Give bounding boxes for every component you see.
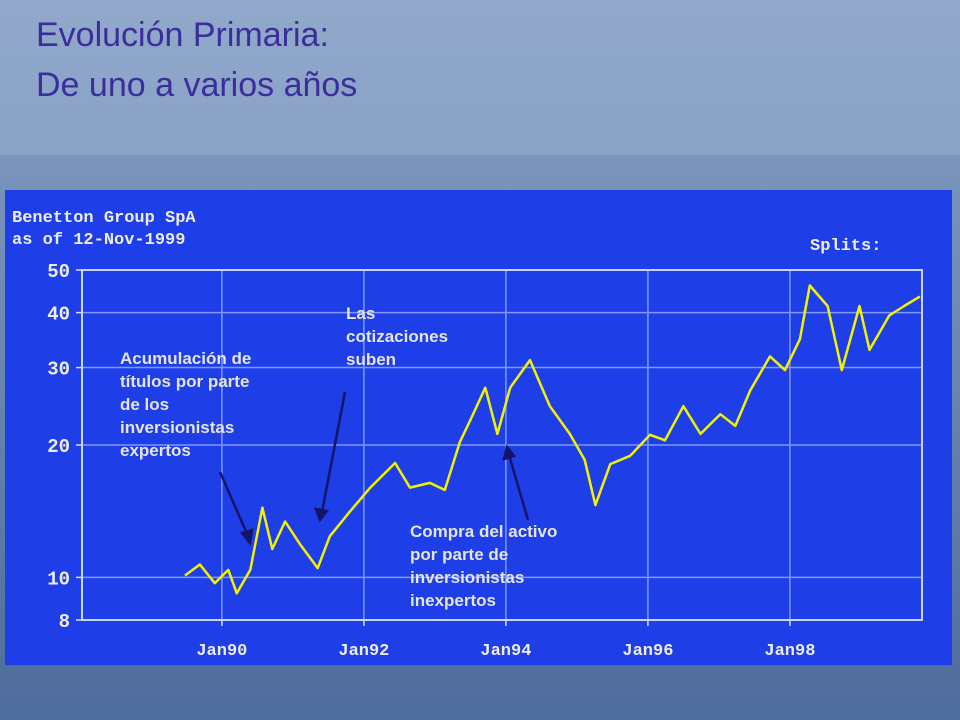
annotations: Acumulación de títulos por parte de los inv… [120,304,557,610]
arrow [218,471,250,537]
arrows [218,391,530,547]
annotation: por parte de [410,545,508,564]
y-tick-label: 50 [47,261,70,283]
y-tick-label: 40 [47,304,70,326]
y-tick-label: 20 [47,436,70,458]
plot: 8 10 20 30 40 50 Jan90 Jan92 Jan94 Jan96 Jan98 [47,261,923,661]
y-tick-label: 30 [47,359,70,381]
annotation: Acumulación de [120,349,251,368]
arrow-head [239,528,254,547]
x-tick-label: Jan94 [480,642,531,661]
x-tick-label: Jan90 [196,642,247,661]
arrow-head [314,507,330,523]
annotation: títulos por parte [120,372,249,391]
header-band [0,0,960,155]
slide-title: Evolución Primaria: [36,16,329,54]
x-tick-label: Jan98 [764,642,815,661]
annotation: inversionistas [120,418,234,437]
annotation: Compra del activo [410,522,557,541]
splits-label: Splits: [810,237,881,256]
y-tick-label: 8 [59,611,70,633]
annotation: suben [346,350,396,369]
annotation: cotizaciones [346,327,448,346]
arrow-head [502,444,517,461]
arrow [507,454,530,521]
annotation: expertos [120,441,191,460]
chart-header: Benetton Group SpA [12,209,196,228]
plot-frame [81,269,923,621]
annotation: Las [346,304,375,323]
annotation: inexpertos [410,591,496,610]
slide-title: De uno a varios años [36,66,357,104]
x-tick-label: Jan92 [338,642,389,661]
chart-header: as of 12-Nov-1999 [12,231,185,250]
annotation: de los [120,395,169,414]
y-tick-label: 10 [47,568,70,590]
x-tick-label: Jan96 [622,642,673,661]
arrow [320,391,347,513]
annotation: inversionistas [410,568,524,587]
price-line [184,284,921,595]
